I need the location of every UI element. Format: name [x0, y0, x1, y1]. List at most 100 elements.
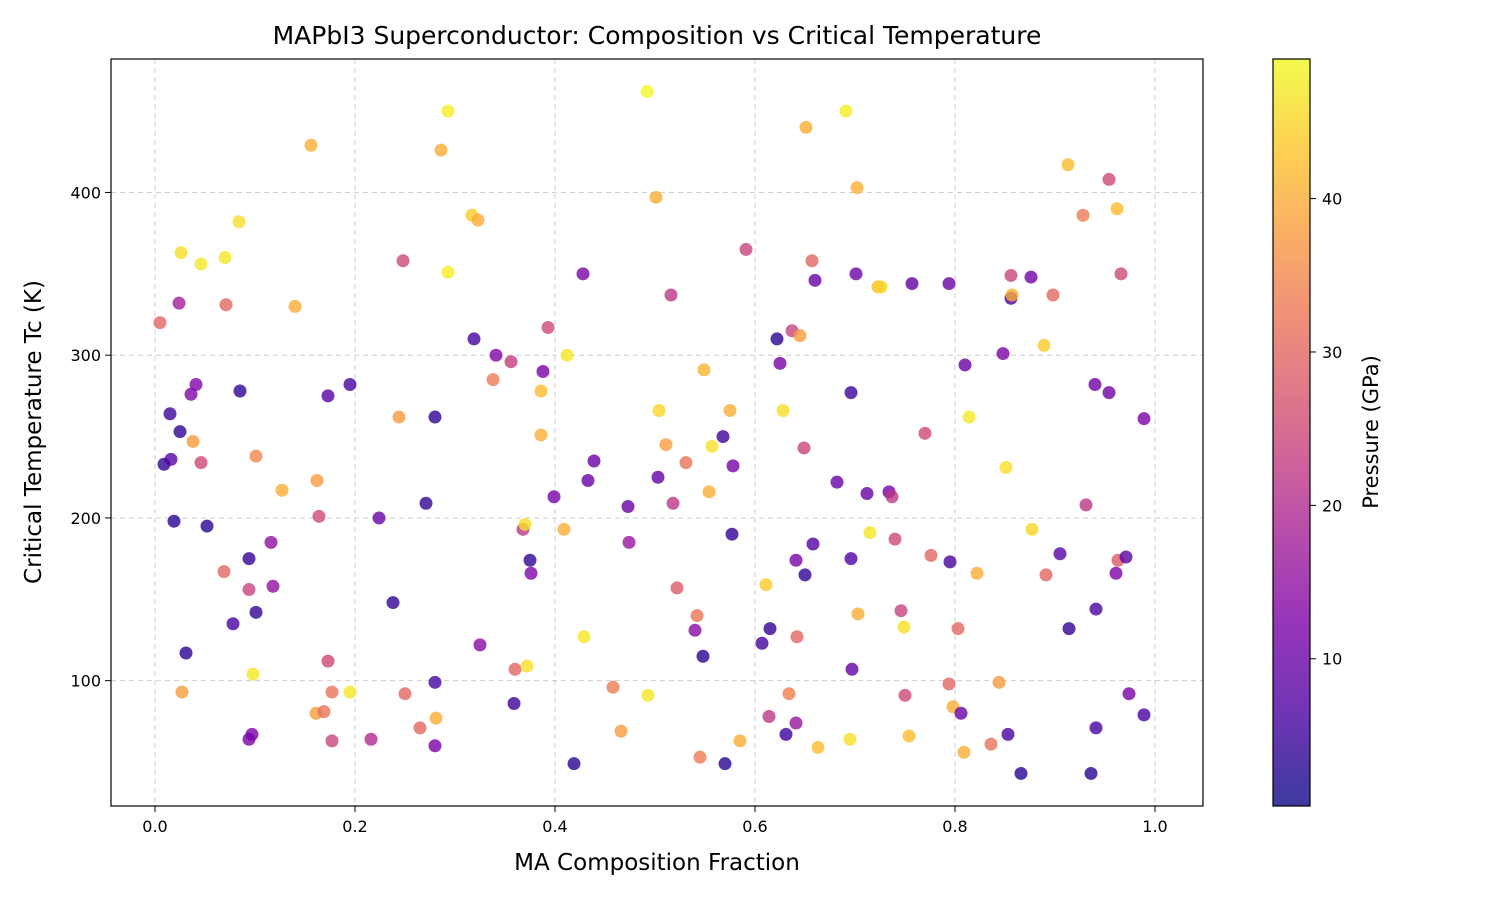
chart-title: MAPbI3 Superconductor: Composition vs Cr…	[273, 21, 1042, 50]
data-point	[773, 356, 787, 370]
colorbar-frame	[1272, 58, 1311, 807]
data-point	[1025, 522, 1039, 536]
data-point	[962, 410, 976, 424]
data-point	[641, 688, 655, 702]
data-point	[386, 596, 400, 610]
data-point	[577, 630, 591, 644]
data-point	[184, 387, 198, 401]
data-point	[226, 617, 240, 631]
data-points	[153, 85, 1151, 780]
x-tick-label: 0.4	[542, 817, 567, 836]
colorbar-label: Pressure (GPa)	[1359, 355, 1383, 509]
data-point	[153, 316, 167, 330]
data-point	[851, 607, 865, 621]
data-point	[958, 358, 972, 372]
data-point	[640, 85, 654, 99]
data-point	[651, 470, 665, 484]
data-point	[172, 296, 186, 310]
data-point	[951, 622, 965, 636]
data-point	[693, 750, 707, 764]
data-point	[194, 257, 208, 271]
data-point	[776, 404, 790, 418]
data-point	[970, 566, 984, 580]
y-axis-ticks: 100 200 300 400	[70, 183, 111, 691]
data-point	[705, 439, 719, 453]
data-point	[242, 583, 256, 597]
data-point	[789, 716, 803, 730]
plot-frame	[110, 58, 1204, 807]
y-tick-label: 200	[70, 509, 101, 528]
y-tick-label: 400	[70, 183, 101, 202]
data-point	[317, 705, 331, 719]
data-point	[1024, 270, 1038, 284]
data-point	[419, 496, 433, 510]
x-tick-label: 0.6	[742, 817, 767, 836]
data-point	[943, 555, 957, 569]
data-point	[898, 688, 912, 702]
data-point	[762, 709, 776, 723]
data-point	[1089, 721, 1103, 735]
data-point	[1137, 412, 1151, 426]
data-point	[779, 727, 793, 741]
data-point	[504, 355, 518, 369]
colorbar-tick-label: 30	[1322, 343, 1342, 362]
data-point	[790, 630, 804, 644]
data-point	[839, 104, 853, 118]
data-point	[312, 509, 326, 523]
data-point	[954, 706, 968, 720]
data-point	[798, 568, 812, 582]
data-point	[275, 483, 289, 497]
colorbar-tick-label: 40	[1322, 190, 1342, 209]
data-point	[372, 511, 386, 525]
data-point	[1102, 172, 1116, 186]
data-point	[1109, 566, 1123, 580]
colorbar-ticks: 10 20 30 40	[1310, 190, 1342, 669]
y-axis-label: Critical Temperature Tc (K)	[21, 280, 47, 584]
data-point	[1079, 498, 1093, 512]
data-point	[288, 299, 302, 313]
data-point	[844, 552, 858, 566]
data-point	[679, 456, 693, 470]
data-point	[1084, 766, 1098, 780]
data-point	[1102, 386, 1116, 400]
data-point	[536, 364, 550, 378]
data-point	[1137, 708, 1151, 722]
data-point	[392, 410, 406, 424]
data-point	[179, 646, 193, 660]
data-point	[1122, 687, 1136, 701]
data-point	[888, 532, 902, 546]
data-point	[850, 181, 864, 195]
data-point	[688, 623, 702, 637]
data-point	[343, 685, 357, 699]
data-point	[942, 677, 956, 691]
data-point	[428, 739, 442, 753]
data-point	[782, 687, 796, 701]
data-point	[232, 215, 246, 229]
data-point	[845, 662, 859, 676]
colorbar-tick-label: 10	[1322, 650, 1342, 669]
data-point	[175, 685, 189, 699]
data-point	[429, 711, 443, 725]
data-point	[576, 267, 590, 281]
data-point	[843, 732, 857, 746]
data-point	[218, 251, 232, 265]
data-point	[523, 553, 537, 567]
colorbar: 10 20 30 40 Pressure (GPa)	[1272, 58, 1383, 807]
x-axis-label: MA Composition Fraction	[514, 850, 800, 876]
data-point	[726, 459, 740, 473]
data-point	[518, 517, 532, 531]
data-point	[725, 527, 739, 541]
data-point	[266, 579, 280, 593]
data-point	[473, 638, 487, 652]
data-point	[621, 500, 635, 514]
data-point	[918, 426, 932, 440]
data-point	[233, 384, 247, 398]
data-point	[173, 425, 187, 439]
data-point	[696, 649, 710, 663]
colorbar-tick-label: 20	[1322, 496, 1342, 515]
data-point	[863, 526, 877, 540]
data-point	[325, 734, 339, 748]
data-point	[163, 407, 177, 421]
data-point	[860, 487, 874, 501]
data-point	[242, 552, 256, 566]
